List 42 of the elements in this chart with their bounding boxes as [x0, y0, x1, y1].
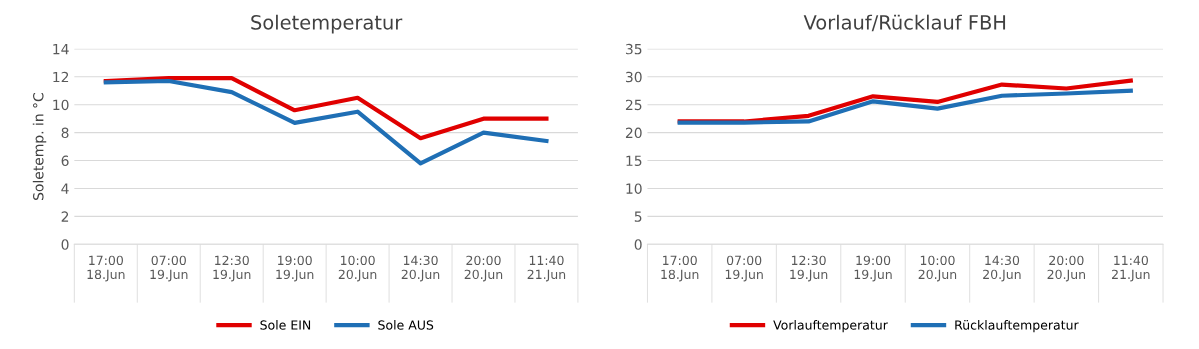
- chart-title: Vorlauf/Rücklauf FBH: [803, 14, 1006, 32]
- y-tick-label: 4: [61, 183, 69, 194]
- x-tick-label: 14:30 20.Jun: [401, 255, 440, 282]
- y-tick-label: 6: [61, 155, 69, 167]
- y-axis-title: Soletemp. in °C: [32, 93, 47, 200]
- y-tick-label: 10: [626, 183, 642, 194]
- y-tick-label: 10: [53, 99, 69, 111]
- y-tick-label: 12: [53, 71, 69, 83]
- x-tick-label: 07:00 19.Jun: [150, 255, 188, 282]
- x-tick-label: 10:00 20.Jun: [918, 255, 957, 282]
- y-tick-label: 2: [61, 211, 69, 222]
- x-tick-label: 12:30 19.Jun: [790, 255, 828, 282]
- legend-label: Sole AUS: [378, 320, 434, 330]
- y-tick-label: 0: [61, 239, 69, 250]
- y-tick-label: 20: [625, 127, 642, 139]
- line-series: [677, 88, 1133, 125]
- x-tick-label: 17:00 18.Jun: [87, 255, 125, 282]
- y-tick-label: 5: [634, 211, 642, 222]
- x-tick-label: 12:30 19.Jun: [213, 255, 251, 282]
- x-tick-label: 10:00 20.Jun: [338, 255, 377, 282]
- legend-label: Sole EIN: [260, 320, 311, 330]
- y-tick-label: 0: [634, 239, 642, 250]
- x-tick-label: 19:00 19.Jun: [276, 255, 314, 282]
- x-tick-label: 20:00 20.Jun: [1047, 255, 1085, 282]
- x-tick-label: 07:00 19.Jun: [725, 255, 763, 282]
- y-tick-label: 14: [53, 44, 69, 55]
- x-tick-label: 19:00 19.Jun: [854, 255, 892, 282]
- legend-label: Rücklauftemperatur: [955, 320, 1079, 333]
- x-tick-label: 17:00 18.Jun: [661, 255, 699, 282]
- chart-title: Soletemperatur: [251, 14, 403, 34]
- y-tick-label: 35: [625, 43, 642, 55]
- y-tick-label: 15: [626, 155, 642, 167]
- line-series: [103, 78, 549, 166]
- x-tick-label: 14:30 20.Jun: [983, 255, 1021, 282]
- y-tick-label: 8: [61, 127, 69, 139]
- y-tick-label: 30: [625, 71, 642, 83]
- y-tick-label: 25: [625, 99, 642, 111]
- legend-label: Vorlauftemperatur: [773, 320, 888, 333]
- x-tick-label: 11:40 21.Jun: [1112, 255, 1150, 282]
- x-tick-label: 20:00 20.Jun: [464, 255, 503, 282]
- line-series: [103, 76, 549, 141]
- x-tick-label: 11:40 21.Jun: [527, 255, 566, 282]
